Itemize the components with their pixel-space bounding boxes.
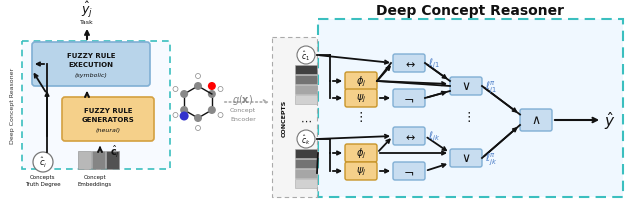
Text: $\hat{c}_1$: $\hat{c}_1$: [301, 49, 310, 63]
Text: $\phi_j$: $\phi_j$: [356, 146, 366, 160]
Bar: [92, 151, 105, 169]
Text: $\wedge$: $\wedge$: [531, 114, 541, 127]
Text: Concept: Concept: [230, 108, 256, 113]
Text: ⋮: ⋮: [355, 111, 367, 124]
Text: EXECUTION: EXECUTION: [68, 62, 113, 68]
Text: $\hat{c}_i$: $\hat{c}_i$: [39, 155, 47, 169]
Bar: [295, 76, 317, 85]
FancyBboxPatch shape: [450, 78, 482, 96]
Circle shape: [180, 91, 188, 98]
Text: $\neg$: $\neg$: [403, 92, 415, 105]
FancyBboxPatch shape: [393, 162, 425, 180]
Circle shape: [194, 115, 202, 122]
Circle shape: [180, 107, 188, 115]
FancyBboxPatch shape: [450, 149, 482, 167]
Circle shape: [208, 107, 216, 115]
FancyBboxPatch shape: [345, 73, 377, 91]
Text: Task: Task: [80, 19, 94, 24]
Text: FUZZY RULE: FUZZY RULE: [67, 53, 115, 59]
Bar: [106, 151, 119, 169]
Bar: [295, 179, 317, 188]
Text: ⋮: ⋮: [463, 111, 476, 124]
Text: FUZZY RULE: FUZZY RULE: [84, 108, 132, 114]
Circle shape: [173, 87, 178, 92]
FancyBboxPatch shape: [32, 43, 150, 87]
Circle shape: [208, 83, 216, 91]
Text: (symbolic): (symbolic): [75, 73, 108, 78]
Text: $\ell_{j1}^{\pi}$: $\ell_{j1}^{\pi}$: [485, 79, 497, 95]
Circle shape: [195, 126, 200, 131]
Text: $\hat{y}$: $\hat{y}$: [604, 110, 616, 131]
Bar: [295, 85, 317, 95]
Bar: [295, 96, 317, 104]
FancyBboxPatch shape: [62, 97, 154, 141]
Circle shape: [297, 130, 315, 148]
Text: $\hat{y}_j$: $\hat{y}_j$: [81, 0, 93, 20]
Text: $\phi_j$: $\phi_j$: [356, 74, 366, 89]
Text: $\leftrightarrow$: $\leftrightarrow$: [403, 59, 415, 69]
Circle shape: [218, 113, 223, 118]
Circle shape: [218, 87, 223, 92]
FancyBboxPatch shape: [393, 127, 425, 145]
Text: $\vee$: $\vee$: [461, 152, 471, 165]
Text: Encoder: Encoder: [230, 117, 256, 122]
Text: $\ell_{j1}$: $\ell_{j1}$: [428, 56, 440, 71]
Text: $\hat{c}_k$: $\hat{c}_k$: [301, 132, 311, 146]
Circle shape: [180, 112, 189, 121]
FancyBboxPatch shape: [345, 162, 377, 180]
Text: $\hat{\mathbf{c}}_i$: $\hat{\mathbf{c}}_i$: [110, 143, 120, 159]
Text: $g(\mathbf{x})$: $g(\mathbf{x})$: [232, 92, 253, 107]
Text: ⋯: ⋯: [300, 116, 312, 126]
Text: $\psi_j$: $\psi_j$: [356, 92, 366, 105]
Bar: [295, 149, 317, 158]
FancyBboxPatch shape: [393, 55, 425, 73]
Circle shape: [208, 91, 216, 98]
Text: $\ell_{jk}$: $\ell_{jk}$: [428, 129, 440, 144]
Bar: [272, 38, 317, 197]
Text: Concepts: Concepts: [30, 175, 56, 180]
Bar: [22, 42, 170, 169]
Text: GENERATORS: GENERATORS: [82, 116, 134, 122]
Text: $\neg$: $\neg$: [403, 165, 415, 178]
Bar: [318, 20, 623, 197]
FancyBboxPatch shape: [345, 144, 377, 162]
FancyBboxPatch shape: [520, 109, 552, 131]
Text: Deep Concept Reasoner: Deep Concept Reasoner: [10, 68, 15, 143]
Text: $\leftrightarrow$: $\leftrightarrow$: [403, 131, 415, 141]
Circle shape: [33, 152, 53, 172]
Text: CONCEPTS: CONCEPTS: [282, 99, 287, 136]
FancyBboxPatch shape: [345, 90, 377, 108]
Text: Deep Concept Reasoner: Deep Concept Reasoner: [376, 4, 564, 18]
FancyBboxPatch shape: [393, 90, 425, 108]
Bar: [295, 66, 317, 75]
Bar: [295, 169, 317, 178]
Circle shape: [173, 113, 178, 118]
Text: (neural): (neural): [95, 128, 120, 133]
Text: Embeddings: Embeddings: [78, 182, 112, 187]
Circle shape: [297, 47, 315, 65]
Circle shape: [194, 83, 202, 91]
Bar: [78, 151, 91, 169]
Text: $\ell_{jk}^{\pi}$: $\ell_{jk}^{\pi}$: [485, 150, 497, 166]
Text: $\psi_j$: $\psi_j$: [356, 165, 366, 177]
Circle shape: [195, 74, 200, 79]
Bar: [295, 159, 317, 168]
Text: Truth Degree: Truth Degree: [25, 182, 61, 187]
Text: $\vee$: $\vee$: [461, 80, 471, 93]
Text: Concept: Concept: [84, 175, 106, 180]
